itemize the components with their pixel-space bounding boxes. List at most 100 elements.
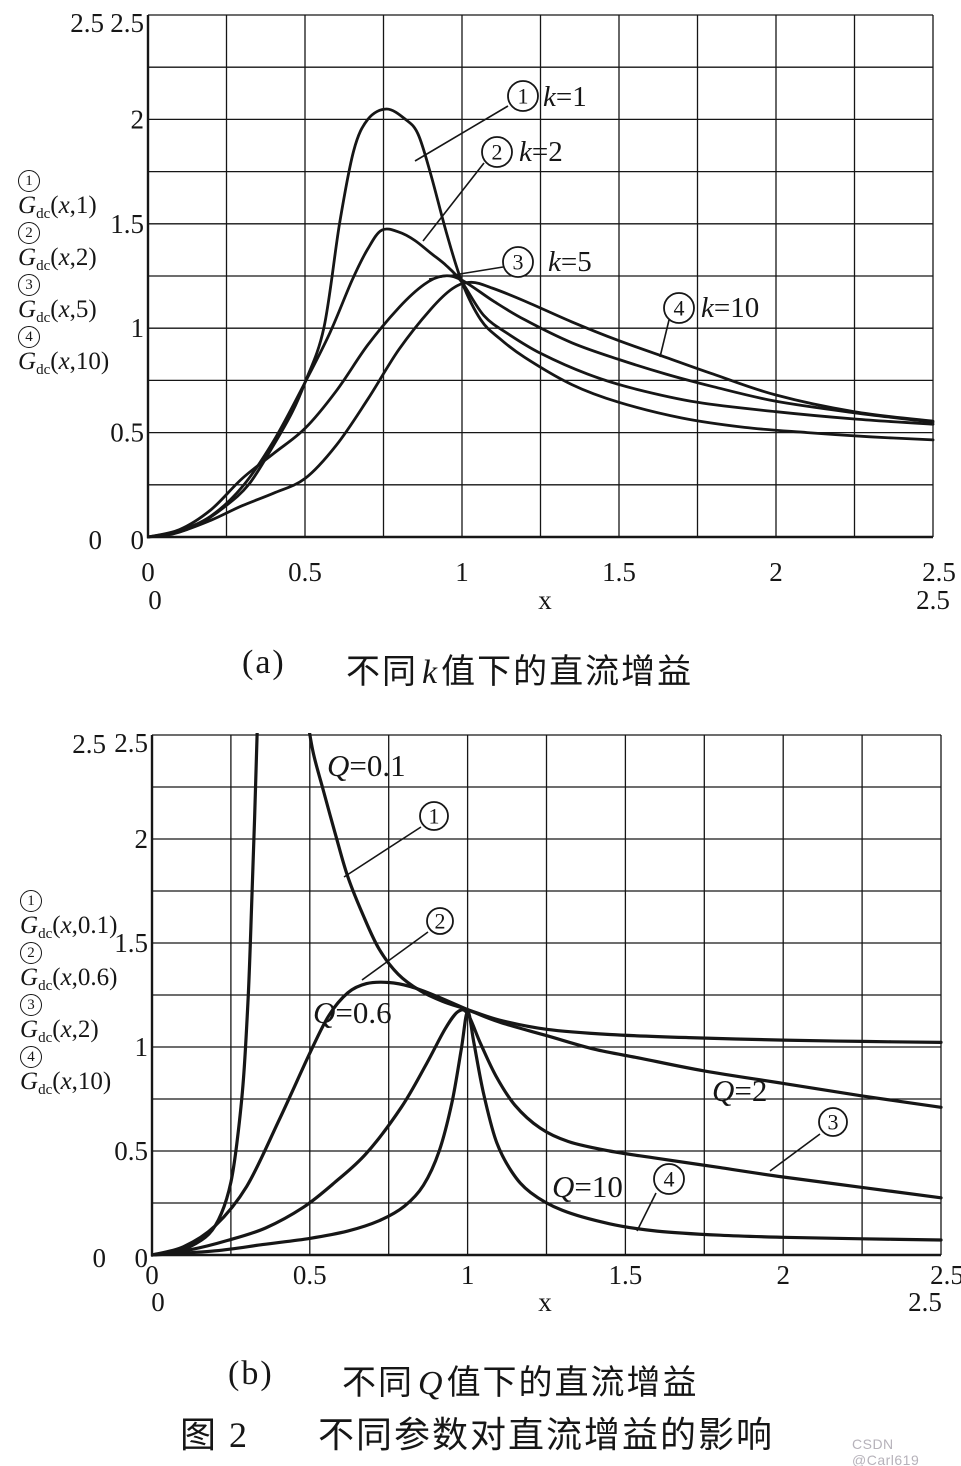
y-tick-label: 2 (131, 104, 145, 134)
y-tick-label: 1.5 (114, 928, 148, 958)
curve-q-10 (151, 1009, 943, 1257)
x-tick-label: 2.5 (930, 1260, 961, 1290)
curve-q-0.6 (151, 980, 943, 1257)
x-tick-label: 1.5 (602, 557, 636, 587)
x-tick-label: 1.5 (609, 1260, 643, 1290)
circled-number: 2 (435, 909, 446, 934)
caption-prefix: (a) (242, 644, 286, 681)
circled-number: 1 (429, 804, 440, 829)
y-tick-label: 2.5 (114, 728, 148, 758)
x-tick-label: 0 (145, 1260, 159, 1290)
x-tick-label: 0.5 (293, 1260, 327, 1290)
legend-chart-b: 1 Gdc(x,0.1) 2 Gdc(x,0.6) 3 Gdc(x,2) 4 Gdc(x,10… (20, 888, 118, 1098)
x-limit-label: 2.5 (916, 585, 950, 615)
curve-label: Q=2 (712, 1073, 767, 1108)
curve-label: Q=10 (552, 1169, 623, 1204)
caption-prefix: 图 2 (180, 1415, 250, 1455)
legend-formula: Gdc(x,1) (18, 191, 97, 222)
circled-number: 4 (674, 296, 685, 321)
curve-label: k=2 (519, 136, 563, 168)
x-tick-label: 2.5 (922, 557, 956, 587)
circled-number-marker (426, 907, 454, 935)
y-tick-label: 0 (135, 1243, 149, 1273)
x-tick-label: 2 (769, 557, 783, 587)
circled-number-marker (507, 80, 539, 112)
legend-formula: Gdc(x,2) (20, 1015, 99, 1046)
y-limit-label: 0 (93, 1243, 107, 1273)
x-limit-label: 0 (151, 1287, 165, 1317)
x-tick-label: 0 (141, 557, 155, 587)
x-tick-label: 2 (776, 1260, 790, 1290)
circled-number-marker (481, 136, 513, 168)
circled-number-marker (663, 292, 695, 324)
x-tick-label: 1 (455, 557, 469, 587)
watermark-text: CSDN @Carl619 (852, 1436, 920, 1466)
curve-q-0.1-falling-branch (307, 733, 943, 1044)
circled-number: 3 (513, 250, 524, 275)
legend-circled-number: 1 (18, 170, 40, 192)
legend-chart-a: 1 Gdc(x,1) 2 Gdc(x,2) 3 Gdc(x,5) 4 Gdc(x,10) (18, 168, 110, 378)
legend-formula: Gdc(x,10) (20, 1067, 112, 1098)
y-limit-label: 0 (89, 525, 103, 555)
circled-number-marker (818, 1107, 848, 1137)
y-tick-label: 0.5 (114, 1136, 148, 1166)
annotation-leader-line (361, 931, 429, 981)
x-limit-label: 0 (148, 585, 162, 615)
y-limit-label: 2.5 (70, 8, 104, 38)
x-tick-label: 0.5 (288, 557, 322, 587)
curve-k-10 (147, 280, 935, 539)
y-tick-label: 0.5 (110, 418, 144, 448)
chart-a: 0 0.5 1 1.5 2 2.50 x 2.500.511.522.52.501 k=12 k=… (70, 8, 956, 615)
y-tick-label: 2 (135, 824, 149, 854)
legend-circled-number: 1 (20, 890, 42, 912)
circled-number-marker (419, 801, 449, 831)
annotation-leader-line (659, 319, 670, 358)
legend-circled-number: 2 (18, 222, 40, 244)
y-tick-label: 1.5 (110, 209, 144, 239)
caption-text: 不同 Q 值下的直流增益 (342, 1365, 699, 1402)
x-limit-label: 2.5 (908, 1287, 942, 1317)
y-limit-label: 2.5 (72, 729, 106, 759)
caption-text: 不同参数对直流增益的影响 (318, 1415, 775, 1455)
curve-label: k=5 (548, 246, 592, 278)
legend-formula: Gdc(x,0.1) (20, 911, 118, 942)
annotation-leader-line (343, 826, 422, 878)
grid (151, 734, 942, 1256)
circled-number: 2 (492, 140, 503, 165)
curve-label: Q=0.6 (313, 995, 392, 1030)
x-tick-label: 1 (461, 1260, 475, 1290)
legend-circled-number: 2 (20, 942, 42, 964)
x-axis-label: x (538, 1287, 552, 1317)
curve-q-0.1-rising-branch (151, 733, 259, 1257)
curve-label: k=1 (543, 81, 587, 113)
caption-prefix: (b) (228, 1355, 274, 1392)
annotation-leader-line (422, 162, 485, 242)
legend-circled-number: 3 (18, 274, 40, 296)
annotation-leader-line (428, 266, 504, 280)
chart-b: 0 0.5 1 1.5 2 2.50 x 2.500.511.522.52.50Q=0.112… (72, 728, 961, 1317)
y-tick-label: 1 (135, 1032, 149, 1062)
curve-label: k=10 (701, 292, 759, 324)
legend-formula: Gdc(x,2) (18, 243, 97, 274)
legend-circled-number: 3 (20, 994, 42, 1016)
legend-circled-number: 4 (20, 1046, 42, 1068)
circled-number-marker (502, 246, 534, 278)
curve-label: Q=0.1 (327, 748, 406, 783)
legend-circled-number: 4 (18, 326, 40, 348)
circled-number: 3 (828, 1110, 839, 1135)
caption-text: 不同 k 值下的直流增益 (346, 654, 694, 691)
circled-number-marker (653, 1163, 685, 1195)
y-tick-label: 2.5 (110, 8, 144, 38)
x-axis-label: x (538, 585, 552, 615)
y-tick-label: 0 (131, 525, 145, 555)
annotation-leader-line (414, 105, 509, 162)
y-tick-label: 1 (131, 313, 145, 343)
circled-number: 4 (664, 1167, 675, 1192)
circled-number: 1 (518, 84, 529, 109)
curve-k-2 (147, 227, 935, 539)
annotation-leader-line (769, 1133, 821, 1172)
legend-formula: Gdc(x,10) (18, 347, 110, 378)
legend-formula: Gdc(x,5) (18, 295, 97, 326)
